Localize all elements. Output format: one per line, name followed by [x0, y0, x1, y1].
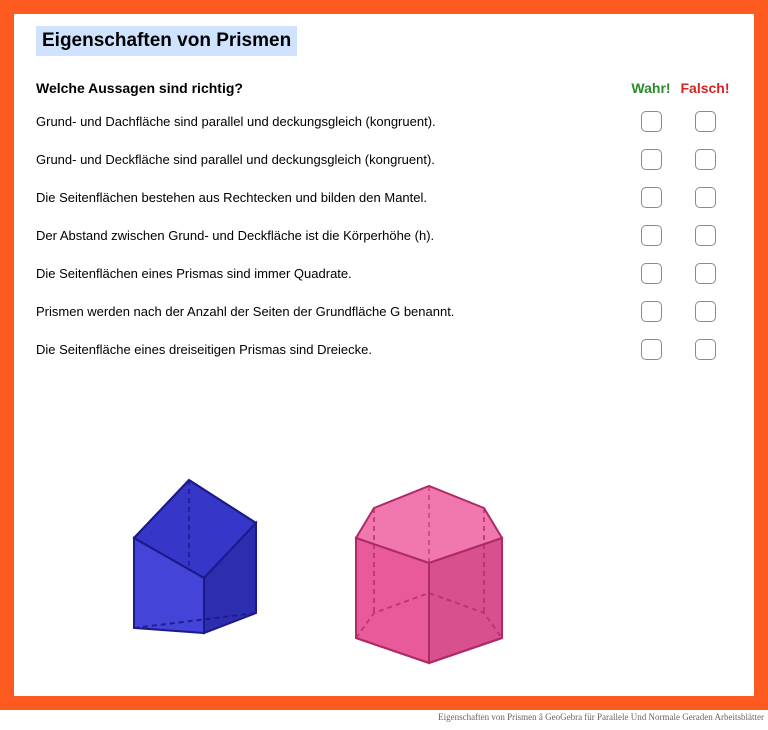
column-header-false: Falsch! [678, 80, 732, 96]
statement-row: Der Abstand zwischen Grund- und Deckfläc… [36, 216, 732, 254]
checkbox-true[interactable] [641, 339, 662, 360]
statement-row: Grund- und Dachfläche sind parallel und … [36, 102, 732, 140]
statement-text: Grund- und Dachfläche sind parallel und … [36, 114, 624, 129]
true-cell [624, 301, 678, 322]
checkbox-true[interactable] [641, 263, 662, 284]
false-cell [678, 111, 732, 132]
page-title: Eigenschaften von Prismen [36, 26, 297, 56]
question-prompt: Welche Aussagen sind richtig? [36, 80, 624, 96]
statement-text: Prismen werden nach der Anzahl der Seite… [36, 304, 624, 319]
true-cell [624, 149, 678, 170]
statement-text: Die Seitenfläche eines dreiseitigen Pris… [36, 342, 624, 357]
worksheet-frame: Eigenschaften von Prismen Welche Aussage… [0, 0, 768, 710]
statement-row: Die Seitenflächen bestehen aus Rechtecke… [36, 178, 732, 216]
statement-text: Der Abstand zwischen Grund- und Deckfläc… [36, 228, 624, 243]
statement-text: Grund- und Deckfläche sind parallel und … [36, 152, 624, 167]
checkbox-false[interactable] [695, 111, 716, 132]
false-cell [678, 339, 732, 360]
true-cell [624, 111, 678, 132]
checkbox-false[interactable] [695, 225, 716, 246]
statement-row: Die Seitenflächen eines Prismas sind imm… [36, 254, 732, 292]
checkbox-true[interactable] [641, 301, 662, 322]
checkbox-false[interactable] [695, 149, 716, 170]
checkbox-true[interactable] [641, 187, 662, 208]
statement-row: Die Seitenfläche eines dreiseitigen Pris… [36, 330, 732, 368]
checkbox-false[interactable] [695, 187, 716, 208]
statement-row: Prismen werden nach der Anzahl der Seite… [36, 292, 732, 330]
prism-illustrations [14, 468, 754, 678]
checkbox-false[interactable] [695, 301, 716, 322]
column-header-true: Wahr! [624, 80, 678, 96]
true-cell [624, 187, 678, 208]
statement-text: Die Seitenflächen bestehen aus Rechtecke… [36, 190, 624, 205]
checkbox-true[interactable] [641, 111, 662, 132]
true-cell [624, 263, 678, 284]
true-cell [624, 339, 678, 360]
checkbox-false[interactable] [695, 339, 716, 360]
footer-caption: Eigenschaften von Prismen â GeoGebra für… [0, 710, 768, 724]
false-cell [678, 225, 732, 246]
checkbox-false[interactable] [695, 263, 716, 284]
false-cell [678, 187, 732, 208]
header-row: Welche Aussagen sind richtig? Wahr! Fals… [36, 80, 732, 96]
true-cell [624, 225, 678, 246]
false-cell [678, 301, 732, 322]
statements-table: Grund- und Dachfläche sind parallel und … [36, 102, 732, 368]
statement-row: Grund- und Deckfläche sind parallel und … [36, 140, 732, 178]
triangular-prism-icon [104, 468, 274, 638]
false-cell [678, 263, 732, 284]
checkbox-true[interactable] [641, 149, 662, 170]
statement-text: Die Seitenflächen eines Prismas sind imm… [36, 266, 624, 281]
false-cell [678, 149, 732, 170]
checkbox-true[interactable] [641, 225, 662, 246]
hexagonal-prism-icon [334, 468, 524, 678]
